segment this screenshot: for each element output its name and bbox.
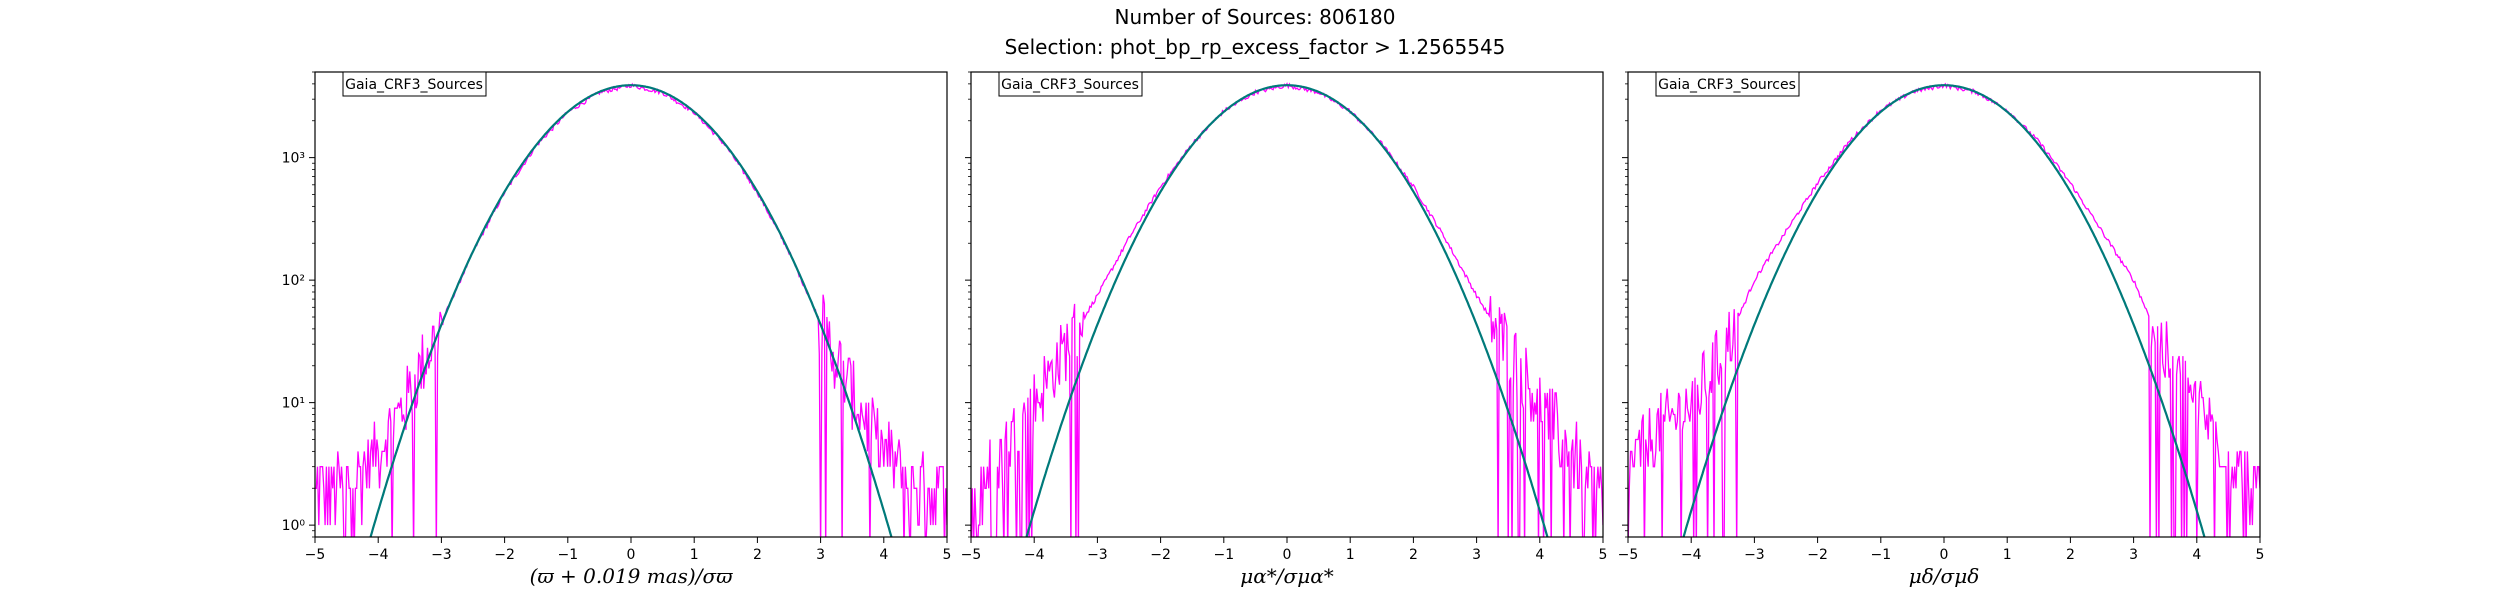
x-tick-label: −5 (1618, 547, 1639, 563)
x-tick-label: 2 (1409, 547, 1418, 563)
x-tick-label: 5 (943, 547, 952, 563)
fit-line-blue (1025, 84, 1549, 537)
x-tick-label: 5 (2256, 547, 2265, 563)
fit-line-blue (1682, 84, 2206, 537)
x-tick-label: 5 (1599, 547, 1608, 563)
fit-line (1682, 84, 2206, 537)
x-tick-label: 0 (627, 547, 636, 563)
x-ticks: −5 −4 −3 −2 −1 0 1 2 3 4 5 (1618, 537, 2265, 563)
x-tick-label: −1 (1213, 547, 1234, 563)
axes-frame (314, 71, 948, 538)
x-tick-label: −2 (494, 547, 515, 563)
fit-series (1025, 84, 1549, 537)
x-tick-label: 4 (879, 547, 888, 563)
x-tick-label: −4 (1024, 547, 1045, 563)
x-tick-label: −4 (368, 547, 389, 563)
x-tick-label: −1 (1870, 547, 1891, 563)
x-ticks: −5 −4 −3 −2 −1 0 1 2 3 4 5 (961, 537, 1608, 563)
histogram-series (315, 82, 947, 537)
y-tick-label: 10³ (282, 151, 305, 167)
x-tick-label: 1 (2003, 547, 2012, 563)
x-tick-label: −5 (305, 547, 326, 563)
x-axis-label: μα*/σμα* (1240, 564, 1333, 588)
plot-area (971, 82, 1603, 537)
legend: Gaia_CRF3_Sources (1655, 71, 1800, 97)
y-tick-label: 10⁰ (282, 518, 306, 534)
x-tick-label: −2 (1807, 547, 1828, 563)
fit-series (369, 84, 893, 537)
y-tick-label: 10² (282, 273, 305, 289)
x-tick-label: −4 (1681, 547, 1702, 563)
panels: −5 −4 −3 −2 −1 0 1 2 3 4 5 10⁰ 10¹ 10² 10³ Gaia_CRF3_So… (282, 71, 2265, 588)
x-tick-label: 1 (690, 547, 699, 563)
x-tick-label: 4 (1535, 547, 1544, 563)
panel-2: −5 −4 −3 −2 −1 0 1 2 3 4 5 Gaia_CRF3_Sources μα*/σμα… (961, 71, 1608, 588)
x-axis-label: (ϖ + 0.019 mas)/σϖ (530, 564, 734, 588)
y-ticks (965, 71, 971, 538)
x-tick-label: 3 (1472, 547, 1481, 563)
plot-area (1628, 82, 2260, 537)
x-tick-label: 3 (816, 547, 825, 563)
x-tick-label: −3 (1087, 547, 1108, 563)
histogram-line (315, 82, 947, 537)
legend-box (342, 71, 487, 97)
legend-label: Gaia_CRF3_Sources (345, 77, 483, 93)
fit-line (1025, 84, 1549, 537)
legend-box (1655, 71, 1800, 97)
x-tick-label: −3 (1744, 547, 1765, 563)
legend-label: Gaia_CRF3_Sources (1001, 77, 1139, 93)
x-tick-label: 3 (2129, 547, 2138, 563)
y-ticks (1622, 71, 1628, 538)
y-tick-label: 10¹ (282, 396, 305, 412)
legend-box (998, 71, 1143, 97)
x-ticks: −5 −4 −3 −2 −1 0 1 2 3 4 5 (305, 537, 952, 563)
x-tick-label: −3 (431, 547, 452, 563)
x-tick-label: 0 (1940, 547, 1949, 563)
x-tick-label: 2 (2066, 547, 2075, 563)
x-tick-label: 4 (2192, 547, 2201, 563)
x-tick-label: 2 (753, 547, 762, 563)
x-tick-label: −1 (557, 547, 578, 563)
legend: Gaia_CRF3_Sources (342, 71, 487, 97)
plot-area (315, 82, 947, 537)
panel-1: −5 −4 −3 −2 −1 0 1 2 3 4 5 10⁰ 10¹ 10² 10³ Gaia_CRF3_So… (282, 71, 952, 588)
x-tick-label: 0 (1283, 547, 1292, 563)
x-axis-label: μδ/σμδ (1909, 564, 1979, 588)
x-tick-label: −5 (961, 547, 982, 563)
y-ticks: 10⁰ 10¹ 10² 10³ (282, 71, 315, 538)
fit-series (1682, 84, 2206, 537)
histogram-series (1628, 82, 2260, 537)
figure-title-line2: Selection: phot_bp_rp_excess_factor > 1.… (1005, 35, 1506, 59)
histogram-line (1628, 82, 2260, 537)
panel-3: −5 −4 −3 −2 −1 0 1 2 3 4 5 Gaia_CRF3_Sources μδ/σμδ (1618, 71, 2265, 588)
histogram-series (971, 82, 1603, 537)
legend: Gaia_CRF3_Sources (998, 71, 1143, 97)
fit-line (369, 84, 893, 537)
histogram-line (971, 82, 1603, 537)
legend-label: Gaia_CRF3_Sources (1658, 77, 1796, 93)
figure-title-line1: Number of Sources: 806180 (1115, 5, 1396, 29)
x-tick-label: 1 (1346, 547, 1355, 563)
x-tick-label: −2 (1150, 547, 1171, 563)
